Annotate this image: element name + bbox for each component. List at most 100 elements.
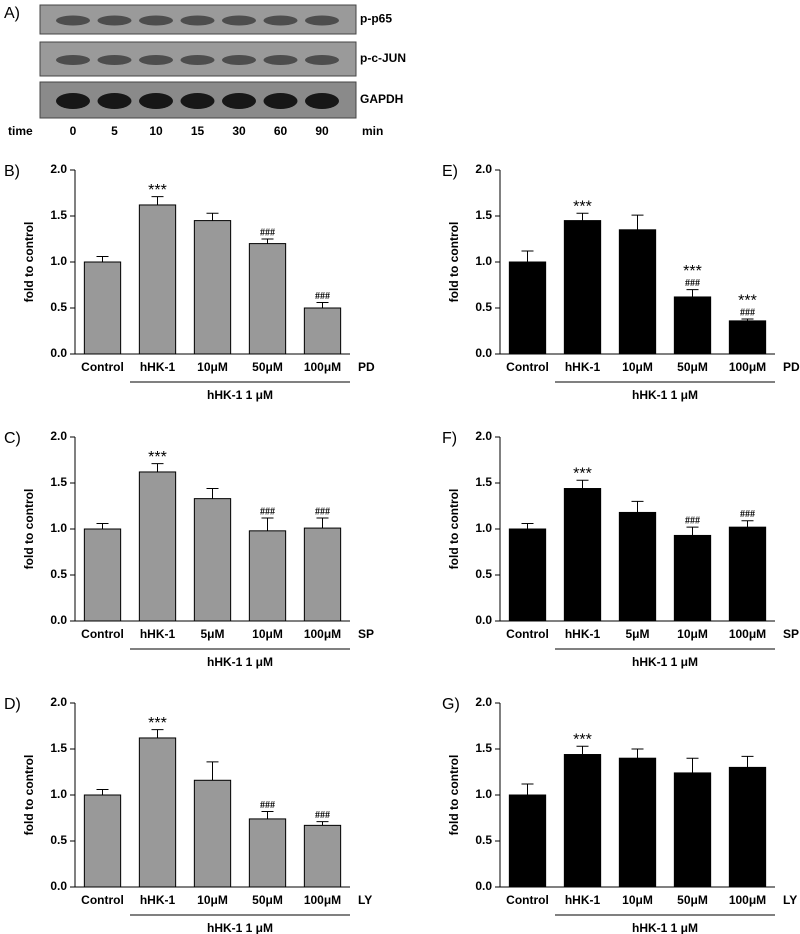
x-tick-label: 5μM xyxy=(200,627,224,641)
panel-label: A) xyxy=(4,5,20,22)
blot-band xyxy=(139,93,173,109)
bar xyxy=(728,766,767,888)
bar xyxy=(563,488,602,622)
bar xyxy=(673,534,712,622)
y-tick-label: 2.0 xyxy=(475,695,492,709)
significance-mark: ### xyxy=(315,506,330,517)
blot-band xyxy=(139,15,173,26)
bar xyxy=(138,737,177,888)
error-bar xyxy=(631,500,644,513)
blot-band xyxy=(305,55,339,65)
x-tick-label: 10μM xyxy=(197,893,228,907)
y-tick-label: 0.0 xyxy=(475,613,492,627)
bar xyxy=(193,220,232,355)
error-bar xyxy=(576,212,589,221)
significance-mark: ### xyxy=(685,278,700,289)
significance-mark: ### xyxy=(740,509,755,520)
x-tick-label: Control xyxy=(81,893,124,907)
bar xyxy=(508,261,547,355)
blot-band xyxy=(97,93,132,109)
y-tick-label: 1.0 xyxy=(475,254,492,268)
y-tick-label: 1.5 xyxy=(475,741,492,755)
bar xyxy=(563,220,602,355)
x-tick-label: 10μM xyxy=(677,627,708,641)
blot-band xyxy=(180,15,215,26)
blot-band xyxy=(263,55,298,65)
blot-band xyxy=(222,15,256,26)
blot-band xyxy=(305,15,339,26)
significance-mark: *** xyxy=(573,731,592,748)
bar xyxy=(673,296,712,355)
y-axis-label: fold to control xyxy=(447,222,461,303)
time-label: time xyxy=(8,124,33,138)
significance-mark: *** xyxy=(573,198,592,215)
bar xyxy=(193,779,232,888)
x-tick-label: 100μM xyxy=(304,360,341,374)
time-value: 15 xyxy=(191,124,205,138)
significance-mark: ### xyxy=(260,506,275,517)
protein-label: GAPDH xyxy=(360,92,403,106)
y-tick-label: 1.5 xyxy=(475,208,492,222)
y-tick-label: 0.5 xyxy=(475,567,492,581)
bar xyxy=(138,471,177,622)
bar xyxy=(563,754,602,888)
time-value: 10 xyxy=(149,124,163,138)
x-tick-label: 10μM xyxy=(622,360,653,374)
y-tick-label: 0.5 xyxy=(50,833,67,847)
y-tick-label: 1.5 xyxy=(50,741,67,755)
bar xyxy=(303,527,342,622)
error-bar xyxy=(96,788,109,795)
error-bar xyxy=(576,745,589,755)
bar xyxy=(618,757,657,888)
group-label: hHK-1 1 μM xyxy=(207,655,273,669)
time-value: 60 xyxy=(274,124,288,138)
significance-mark: ### xyxy=(315,810,330,821)
time-value: 90 xyxy=(315,124,329,138)
panel-label: B) xyxy=(4,163,20,180)
y-tick-label: 0.0 xyxy=(50,346,67,360)
panel-label: E) xyxy=(442,163,458,180)
x-tick-label: Control xyxy=(81,360,124,374)
y-tick-label: 2.0 xyxy=(50,695,67,709)
error-bar xyxy=(741,755,754,768)
bar xyxy=(83,528,122,622)
error-bar xyxy=(576,479,589,489)
y-tick-label: 0.0 xyxy=(50,613,67,627)
time-unit: min xyxy=(362,124,383,138)
x-tick-label: 10μM xyxy=(197,360,228,374)
y-tick-label: 0.0 xyxy=(475,879,492,893)
bar xyxy=(508,794,547,888)
x-tick-label: 10μM xyxy=(252,627,283,641)
significance-mark: ### xyxy=(260,227,275,238)
blot-band xyxy=(263,93,298,109)
x-tick-label: 100μM xyxy=(304,627,341,641)
error-bar xyxy=(316,301,329,308)
bar xyxy=(303,307,342,355)
group-label: hHK-1 1 μM xyxy=(207,921,273,934)
treatment-label: SP xyxy=(783,627,799,641)
significance-mark: ### xyxy=(260,800,275,811)
group-label: hHK-1 1 μM xyxy=(632,655,698,669)
x-tick-label: 50μM xyxy=(677,360,708,374)
bar xyxy=(618,511,657,622)
error-bar xyxy=(261,811,274,819)
y-tick-label: 0.5 xyxy=(475,833,492,847)
y-tick-label: 1.0 xyxy=(475,521,492,535)
significance-mark: *** xyxy=(148,449,167,466)
y-axis-label: fold to control xyxy=(447,755,461,836)
blot-band xyxy=(56,55,90,65)
bar xyxy=(508,528,547,622)
panel-label: C) xyxy=(4,430,21,447)
error-bar xyxy=(96,255,109,262)
x-tick-label: Control xyxy=(506,360,549,374)
panel-label: G) xyxy=(442,696,460,713)
panel-label: D) xyxy=(4,696,21,713)
x-tick-label: 50μM xyxy=(677,893,708,907)
y-tick-label: 0.0 xyxy=(475,346,492,360)
blot-band xyxy=(305,93,339,109)
panel-label: F) xyxy=(442,430,457,447)
x-tick-label: hHK-1 xyxy=(565,360,601,374)
y-axis-label: fold to control xyxy=(22,755,36,836)
error-bar xyxy=(206,212,219,221)
